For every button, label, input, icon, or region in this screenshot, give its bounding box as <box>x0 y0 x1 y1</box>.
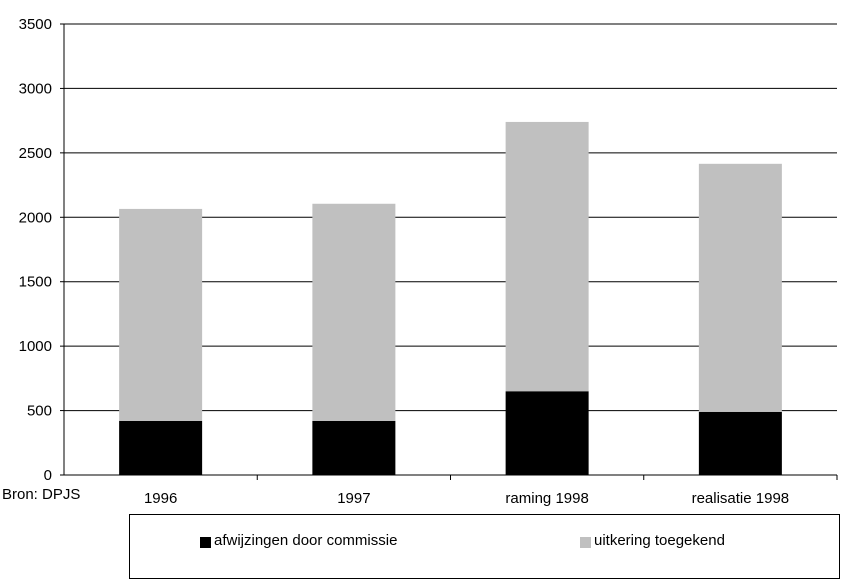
y-tick-label: 500 <box>27 403 52 420</box>
x-tick-label: realisatie 1998 <box>692 490 790 507</box>
bar-segment-uitkering <box>505 121 589 392</box>
bar-segment-afwijzingen <box>312 420 396 475</box>
bar-chart: 0 500 1000 1500 2000 2500 3000 3500 1996 1997 ram… <box>19 16 838 507</box>
axes <box>60 23 838 480</box>
x-tick-labels: 1996 1997 raming 1998 realisatie 1998 <box>144 490 789 507</box>
legend-swatch-afwijzingen <box>200 537 211 548</box>
y-tick-label: 3500 <box>19 16 52 33</box>
legend-item-uitkering: uitkering toegekend <box>580 532 725 549</box>
x-tick-label: 1997 <box>337 490 370 507</box>
bar-segment-afwijzingen <box>505 391 589 475</box>
y-tick-label: 0 <box>44 467 52 484</box>
legend-swatch-uitkering <box>580 537 591 548</box>
bar-segment-afwijzingen <box>119 420 203 475</box>
source-label: Bron: DPJS <box>2 486 81 503</box>
y-tick-labels: 0 500 1000 1500 2000 2500 3000 3500 <box>19 16 52 484</box>
y-tick-label: 2000 <box>19 209 52 226</box>
y-tick-label: 1500 <box>19 274 52 291</box>
bars <box>119 121 782 475</box>
x-tick-label: raming 1998 <box>505 490 588 507</box>
bar-segment-uitkering <box>312 203 396 421</box>
x-tick-label: 1996 <box>144 490 177 507</box>
bar-segment-uitkering <box>119 208 203 421</box>
legend: afwijzingen door commissie uitkering toe… <box>129 514 840 579</box>
bar-segment-afwijzingen <box>698 411 782 475</box>
y-tick-label: 1000 <box>19 338 52 355</box>
y-tick-label: 3000 <box>19 80 52 97</box>
bar-segment-uitkering <box>698 163 782 412</box>
legend-label-afwijzingen: afwijzingen door commissie <box>214 532 398 549</box>
y-tick-label: 2500 <box>19 145 52 162</box>
legend-item-afwijzingen: afwijzingen door commissie <box>200 532 397 549</box>
legend-label-uitkering: uitkering toegekend <box>594 532 725 549</box>
